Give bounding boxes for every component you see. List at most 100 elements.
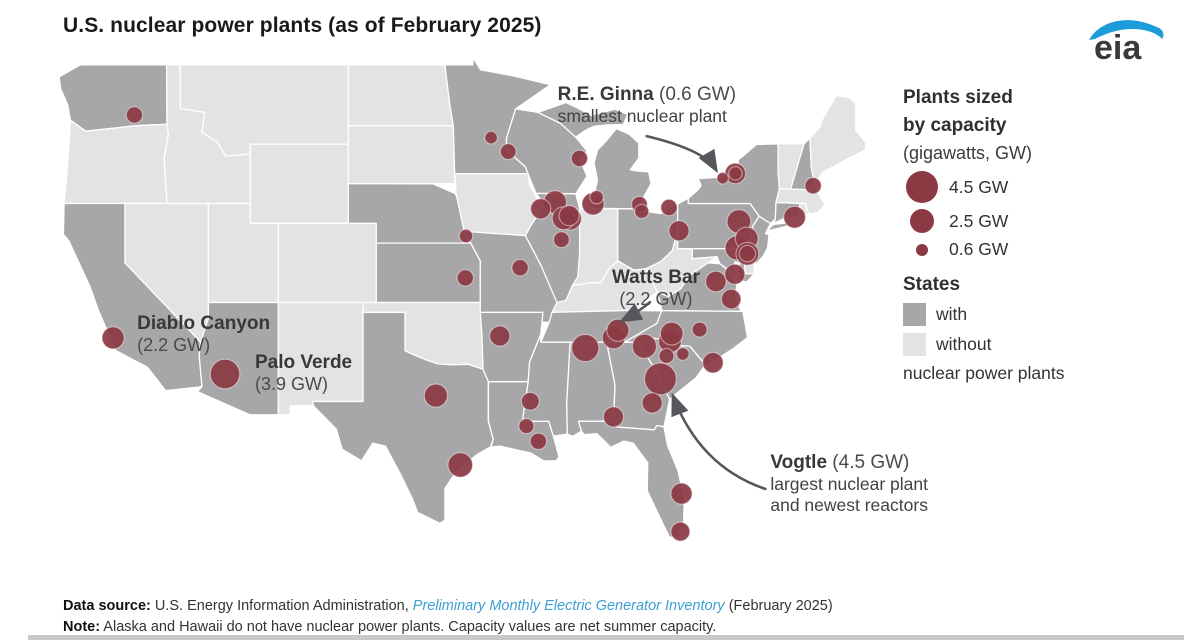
plant-dot-farley bbox=[602, 406, 625, 428]
plant-dot-river-bend bbox=[518, 418, 535, 435]
annotation-capacity: (3.9 GW) bbox=[254, 374, 328, 395]
state-WY bbox=[249, 143, 349, 224]
annotation-arrow-watts-bar bbox=[618, 300, 652, 323]
annotation-capacity: (0.6 GW) bbox=[653, 84, 737, 106]
state-IA bbox=[454, 173, 544, 237]
legend-size-subtitle: (gigawatts, GW) bbox=[903, 143, 1033, 164]
plant-dot-beaver-valley bbox=[668, 220, 690, 242]
footer: Data source: U.S. Energy Information Adm… bbox=[63, 596, 833, 637]
plant-dot-clinton bbox=[552, 231, 570, 249]
plant-dot-perry bbox=[660, 198, 678, 217]
plant-dot-arkansas-nuclear-one bbox=[489, 325, 511, 347]
plant-dot-quad-cities bbox=[530, 198, 552, 220]
plant-dot-surry bbox=[720, 288, 742, 310]
note-line: Note: Alaska and Hawaii do not have nucl… bbox=[63, 618, 717, 635]
plant-dot-columbia bbox=[125, 106, 144, 124]
state-CO bbox=[277, 222, 377, 304]
state-without-swatch-icon bbox=[903, 333, 926, 357]
plant-dot-wolf-creek bbox=[456, 269, 475, 287]
annotation-capacity: (2.2 GW) bbox=[137, 335, 211, 356]
state-ME bbox=[809, 94, 867, 183]
annotation-plant-name: R.E. Ginna bbox=[557, 84, 654, 106]
state-FL bbox=[577, 420, 685, 538]
state-with-swatch-icon bbox=[903, 303, 926, 327]
annotation-palo-verde: Palo Verde (3.9 GW) bbox=[255, 351, 352, 396]
data-source-line: Data source: U.S. Energy Information Adm… bbox=[63, 598, 833, 614]
plant-dot-dresden bbox=[558, 204, 580, 227]
page-title: U.S. nuclear power plants (as of Februar… bbox=[63, 14, 542, 37]
size-circle-small-icon bbox=[916, 243, 928, 256]
annotation-plant-name: Watts Bar bbox=[611, 267, 700, 289]
plant-dot-mcguire bbox=[659, 321, 684, 346]
plant-dot-harris bbox=[691, 321, 708, 338]
plant-dot-fitzpatrick bbox=[728, 166, 743, 181]
annotation-arrow-r-e-ginna bbox=[645, 134, 718, 174]
annotation-arrows bbox=[618, 134, 767, 491]
annotation-vogtle: Vogtle (4.5 GW) largest nuclear plant and … bbox=[770, 451, 928, 517]
plant-dot-hope-creek bbox=[738, 244, 757, 263]
annotation-watts-bar: Watts Bar (2.2 GW) bbox=[612, 266, 700, 311]
annotation-r-e-ginna: R.E. Ginna (0.6 GW) smallest nuclear plan… bbox=[558, 83, 736, 128]
legend-size-item: 0.6 GW bbox=[903, 239, 1173, 260]
bottom-strip bbox=[28, 635, 1184, 640]
plant-dot-millstone bbox=[783, 205, 807, 229]
plant-dot-r-e-ginna bbox=[716, 171, 730, 185]
plant-dot-point-beach bbox=[570, 149, 589, 168]
plant-dot-robinson bbox=[675, 347, 690, 361]
state-SD bbox=[347, 125, 456, 185]
annotation-subtext: largest nuclear plant bbox=[770, 474, 928, 495]
state-ND bbox=[347, 64, 454, 127]
annotation-plant-name: Vogtle bbox=[770, 451, 828, 473]
annotation-capacity: (4.5 GW) bbox=[827, 451, 910, 473]
legend-states-suffix: nuclear power plants bbox=[903, 363, 1065, 384]
plant-dot-summer bbox=[658, 347, 675, 365]
size-circle-medium-icon bbox=[910, 209, 934, 234]
plant-dot-monticello bbox=[484, 130, 499, 145]
plant-dot-south-texas-project bbox=[447, 452, 474, 478]
state-WA bbox=[58, 64, 168, 132]
legend-states-title: States bbox=[903, 274, 961, 296]
legend-size-title: Plants sized by capacity bbox=[903, 87, 1013, 136]
state-OR bbox=[63, 119, 170, 205]
annotation-capacity: (2.2 GW) bbox=[619, 289, 693, 310]
plant-dot-turkey-point bbox=[670, 521, 691, 542]
legend-size-item: 4.5 GW bbox=[903, 171, 1173, 204]
annotation-subtext: and newest reactors bbox=[770, 495, 928, 516]
plant-dot-st-lucie bbox=[670, 482, 693, 505]
plant-dot-waterford bbox=[529, 432, 548, 451]
plant-dot-palisades bbox=[589, 189, 604, 205]
plant-dot-oconee bbox=[631, 333, 658, 359]
plant-dot-watts-bar bbox=[606, 318, 630, 342]
annotation-plant-name: Palo Verde bbox=[254, 351, 353, 373]
plant-dot-north-anna bbox=[705, 270, 727, 293]
annotation-diablo-canyon: Diablo Canyon (2.2 GW) bbox=[137, 312, 270, 357]
legend-panel: Plants sized by capacity (gigawatts, GW)… bbox=[903, 84, 1173, 384]
plant-dot-seabrook bbox=[804, 176, 822, 195]
annotation-subtext: smallest nuclear plant bbox=[557, 106, 727, 127]
plant-dot-brunswick bbox=[702, 351, 724, 374]
states-layer bbox=[58, 56, 867, 538]
legend-states-without: without bbox=[903, 333, 1173, 357]
legend-size-item: 2.5 GW bbox=[903, 209, 1173, 234]
state-MI bbox=[537, 101, 629, 138]
plant-dot-comanche-peak bbox=[423, 383, 449, 408]
plant-dot-callaway bbox=[511, 258, 529, 277]
annotation-plant-name: Diablo Canyon bbox=[137, 312, 271, 334]
eia-logo-text: eia bbox=[1094, 29, 1142, 64]
eia-logo: eia bbox=[1089, 20, 1164, 64]
plant-dot-browns-ferry bbox=[571, 333, 600, 363]
plant-dot-hatch bbox=[641, 392, 663, 414]
eia-swoosh-icon bbox=[1089, 20, 1164, 40]
legend-states-with: with bbox=[903, 303, 1173, 327]
plant-dot-cooper bbox=[458, 228, 474, 244]
plants-layer bbox=[101, 106, 822, 542]
plant-dot-grand-gulf bbox=[520, 391, 540, 411]
state-TX bbox=[311, 311, 494, 524]
state-VT bbox=[777, 143, 805, 190]
source-link[interactable]: Preliminary Monthly Electric Generator I… bbox=[412, 598, 725, 614]
annotation-arrow-vogtle bbox=[671, 392, 767, 491]
plant-dot-palo-verde bbox=[209, 358, 241, 390]
size-circle-large-icon bbox=[906, 171, 938, 204]
